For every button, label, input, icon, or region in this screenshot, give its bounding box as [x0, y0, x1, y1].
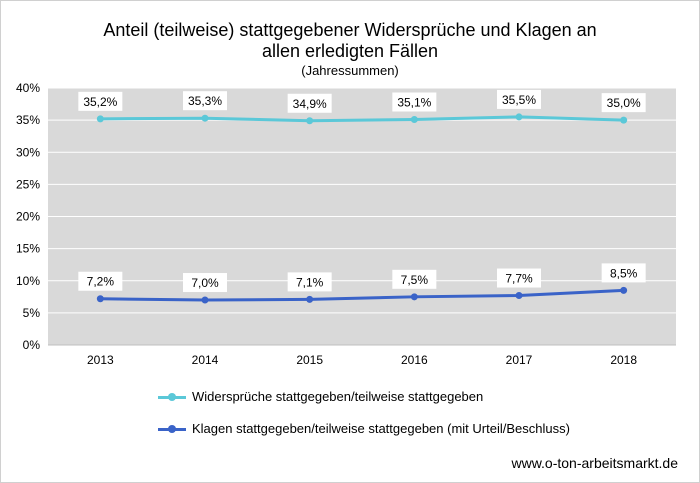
x-tick-label-5: 2018 [610, 353, 637, 367]
x-tick-label-3: 2016 [401, 353, 428, 367]
series-1-point-5 [620, 286, 628, 294]
series-0-point-2 [306, 117, 314, 125]
series-1-data-label-5: 8,5% [610, 266, 638, 280]
series-0-data-label-0: 35,2% [83, 95, 117, 109]
series-1-data-label-0: 7,2% [87, 275, 115, 289]
series-0-point-3 [410, 115, 418, 123]
series-0-point-0 [96, 115, 104, 123]
series-line-1 [100, 288, 624, 302]
y-tick-label-7: 35% [16, 113, 40, 127]
x-tick-label-1: 2014 [192, 353, 219, 367]
series-0-label-bg-2 [287, 93, 332, 113]
y-tick-label-1: 5% [23, 306, 41, 320]
series-0-label-bg-0 [78, 91, 123, 111]
source-text: www.o-ton-arbeitsmarkt.de [511, 455, 678, 471]
x-tick-label-2: 2015 [296, 353, 323, 367]
legend-label-widersprueche: Widersprüche stattgegeben/teilweise stat… [192, 389, 484, 404]
series-0-data-label-5: 35,0% [607, 96, 641, 110]
series-1-label-bg-3 [392, 269, 437, 289]
legend-item-klagen: Klagen stattgegeben/teilweise stattgegeb… [158, 421, 570, 436]
chart-subtitle: (Jahressummen) [301, 63, 399, 78]
y-tick-label-0: 0% [23, 338, 41, 352]
series-0-data-label-4: 35,5% [502, 93, 536, 107]
y-tick-label-2: 10% [16, 274, 40, 288]
legend-item-widersprueche: Widersprüche stattgegeben/teilweise stat… [158, 389, 483, 404]
series-0-label-bg-3 [392, 92, 437, 112]
series-0-label-bg-1 [183, 91, 227, 111]
series-1-data-label-4: 7,7% [505, 272, 533, 286]
series-1-data-label-1: 7,0% [191, 276, 219, 290]
y-tick-label-4: 20% [16, 210, 40, 224]
series-0-label-bg-4 [497, 89, 541, 109]
chart-title-line1: Anteil (teilweise) stattgegebener Widers… [103, 20, 597, 40]
series-1-label-bg-4 [497, 268, 541, 288]
series-1-data-label-3: 7,5% [401, 273, 429, 287]
x-tick-label-0: 2013 [87, 353, 114, 367]
legend-swatch-klagen [158, 424, 186, 433]
series-0-point-4 [515, 113, 523, 121]
chart-title-line2: allen erledigten Fällen [261, 41, 439, 61]
y-tick-label-8: 40% [16, 81, 40, 95]
series-1-point-0 [96, 295, 104, 303]
series-1-point-3 [410, 293, 418, 301]
series-0-label-bg-5 [601, 93, 646, 113]
y-tick-label-5: 25% [16, 177, 40, 191]
x-tick-label-4: 2017 [506, 353, 533, 367]
series-1-label-bg-0 [78, 271, 123, 291]
series-1-data-label-2: 7,1% [296, 275, 324, 289]
legend-swatch-widersprueche [158, 392, 186, 401]
series-1-point-2 [306, 295, 314, 303]
y-tick-label-3: 15% [16, 242, 40, 256]
series-1-label-bg-5 [601, 263, 646, 283]
series-0-point-5 [620, 116, 628, 124]
series-0-point-1 [201, 114, 209, 122]
y-tick-label-6: 30% [16, 145, 40, 159]
series-0-data-label-1: 35,3% [188, 94, 222, 108]
series-1-point-4 [515, 292, 523, 300]
series-line-0 [100, 115, 624, 123]
series-1-label-bg-2 [287, 272, 332, 292]
series-0-data-label-2: 34,9% [293, 97, 327, 111]
series-1-point-1 [201, 296, 209, 304]
series-1-label-bg-1 [183, 273, 227, 293]
legend-label-klagen: Klagen stattgegeben/teilweise stattgegeb… [192, 421, 570, 436]
series-0-data-label-3: 35,1% [397, 95, 431, 109]
